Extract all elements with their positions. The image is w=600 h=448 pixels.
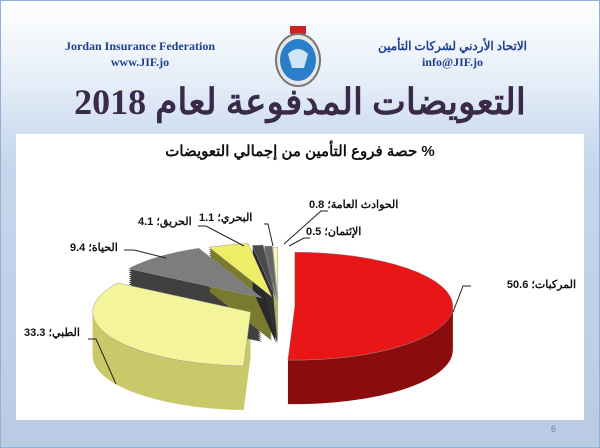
data-label-credit: الإئتمان؛ 0.5 [306, 226, 362, 238]
page-number: 6 [551, 424, 557, 434]
pie-slice-credit [272, 246, 279, 302]
pie-slice-marine [251, 244, 277, 299]
data-label-general-accidents: الحوادث العامة؛ 0.8 [309, 199, 399, 211]
header-english: Jordan Insurance Federation www.JIF.jo [50, 38, 230, 70]
pie-slice-fire [208, 243, 273, 297]
leader-line-motor [452, 285, 471, 313]
pie-slice-side-general-accidents [264, 270, 278, 325]
website: www.JIF.jo [110, 55, 170, 69]
pie-slice-side-general-accidents [264, 288, 278, 343]
org-name-en: Jordan Insurance Federation [65, 39, 215, 53]
pie-slice-side-marine [252, 287, 277, 341]
pie-slice-motor [287, 251, 454, 361]
chart-title: % حصة فروع التأمين من إجمالي التعويضات [165, 143, 435, 160]
leader-line-marine [264, 223, 274, 247]
pie-slice-side-marine [252, 275, 277, 329]
pie-slice-side-marine [252, 289, 277, 343]
data-label-medical: الطبي؛ 33.3 [24, 327, 80, 339]
leader-line-medical [88, 338, 117, 385]
email: info@JIF.jo [421, 55, 484, 69]
pie-slice-side-marine [252, 277, 277, 331]
slide-title: التعويضات المدفوعة لعام 2018 [74, 82, 526, 122]
pie-slice-side-general-accidents [264, 286, 278, 341]
data-label-marine: البحري؛ 1.1 [199, 212, 253, 224]
data-label-fire: الحريق؛ 4.1 [138, 216, 192, 228]
pie-slice-side-marine [252, 285, 277, 339]
data-label-life: الحياة؛ 9.4 [70, 242, 118, 254]
leader-line-general-accidents [283, 210, 328, 245]
org-name-ar: الاتحاد الأردني لشركات التأمين [377, 39, 528, 53]
data-label-motor: المركبات؛ 50.6 [506, 279, 576, 291]
header-arabic: الاتحاد الأردني لشركات التأمين info@JIF.… [360, 38, 545, 70]
pie-slice-side-marine [252, 279, 277, 333]
chart-area: % حصة فروع التأمين من إجمالي التعويضات ا… [16, 134, 584, 420]
pie-slice-side-general-accidents [264, 290, 278, 345]
pie-slice-side-general-accidents [264, 272, 278, 327]
leader-line-fire [198, 225, 245, 247]
federation-logo [275, 26, 321, 87]
pie-slice-general-accidents [263, 245, 278, 301]
pie-slice-side-general-accidents [264, 282, 278, 337]
leader-line-credit [288, 237, 310, 247]
pie-slice-medical [92, 282, 251, 367]
pie-chart [88, 210, 471, 411]
pie-slice-side-general-accidents [264, 284, 278, 339]
pie-slice-side-marine [252, 281, 277, 335]
leader-line-life [124, 249, 167, 259]
